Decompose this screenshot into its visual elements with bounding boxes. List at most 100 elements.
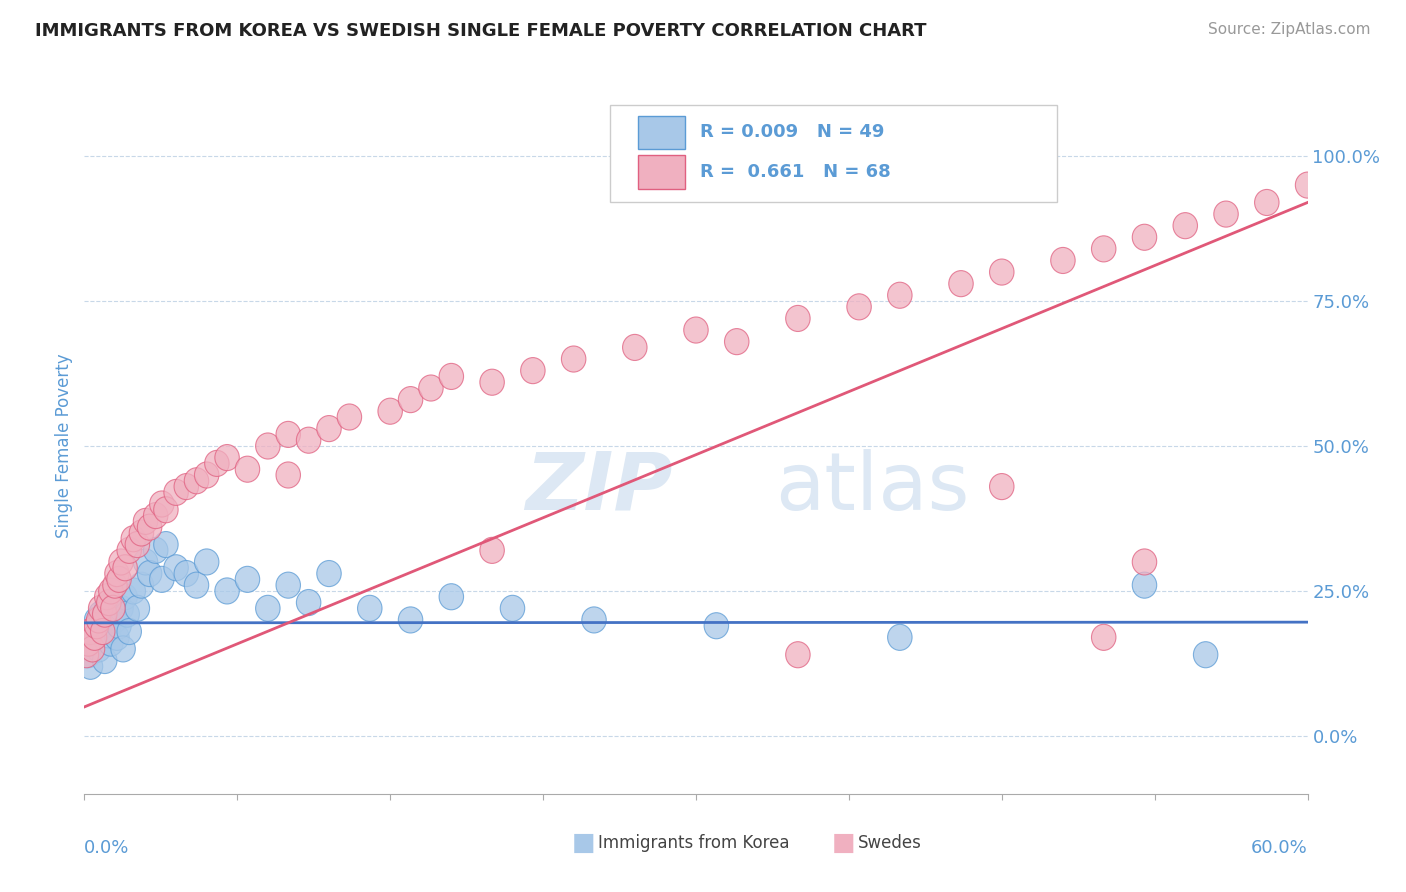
Text: atlas: atlas — [776, 449, 970, 527]
Ellipse shape — [1132, 224, 1157, 251]
Ellipse shape — [90, 613, 115, 639]
Ellipse shape — [112, 583, 138, 610]
Ellipse shape — [153, 497, 179, 523]
Ellipse shape — [1132, 549, 1157, 575]
Ellipse shape — [165, 479, 188, 506]
Ellipse shape — [786, 641, 810, 668]
FancyBboxPatch shape — [638, 116, 685, 149]
Ellipse shape — [378, 398, 402, 425]
Ellipse shape — [143, 537, 167, 564]
Ellipse shape — [75, 624, 98, 650]
Ellipse shape — [724, 328, 749, 355]
Ellipse shape — [79, 618, 103, 645]
Ellipse shape — [1295, 172, 1320, 198]
Ellipse shape — [439, 363, 464, 390]
Ellipse shape — [80, 636, 105, 662]
Ellipse shape — [83, 618, 107, 645]
Ellipse shape — [121, 578, 146, 604]
Ellipse shape — [107, 613, 131, 639]
Ellipse shape — [949, 270, 973, 297]
Ellipse shape — [235, 456, 260, 483]
Ellipse shape — [398, 386, 423, 413]
Ellipse shape — [107, 566, 131, 592]
Ellipse shape — [520, 358, 546, 384]
Ellipse shape — [84, 613, 108, 639]
Ellipse shape — [887, 624, 912, 650]
Ellipse shape — [138, 560, 162, 587]
Ellipse shape — [76, 641, 101, 668]
Ellipse shape — [479, 537, 505, 564]
Text: 60.0%: 60.0% — [1251, 839, 1308, 857]
Ellipse shape — [101, 590, 125, 615]
Ellipse shape — [129, 520, 153, 546]
Ellipse shape — [887, 282, 912, 309]
Ellipse shape — [704, 613, 728, 639]
Ellipse shape — [205, 450, 229, 476]
Ellipse shape — [215, 444, 239, 471]
Ellipse shape — [103, 572, 127, 599]
Ellipse shape — [76, 630, 101, 657]
Ellipse shape — [215, 578, 239, 604]
Ellipse shape — [79, 653, 103, 680]
Ellipse shape — [89, 595, 112, 622]
Ellipse shape — [129, 572, 153, 599]
Ellipse shape — [276, 572, 301, 599]
Ellipse shape — [623, 334, 647, 360]
Ellipse shape — [83, 624, 107, 650]
Ellipse shape — [174, 560, 198, 587]
Text: R =  0.661   N = 68: R = 0.661 N = 68 — [700, 163, 890, 181]
Ellipse shape — [125, 532, 149, 558]
Ellipse shape — [93, 601, 117, 627]
Text: ZIP: ZIP — [524, 449, 672, 527]
Ellipse shape — [134, 549, 157, 575]
Text: ■: ■ — [832, 831, 855, 855]
Ellipse shape — [316, 416, 342, 442]
Ellipse shape — [98, 578, 124, 604]
Ellipse shape — [153, 532, 179, 558]
Ellipse shape — [194, 462, 219, 488]
Ellipse shape — [1194, 641, 1218, 668]
Ellipse shape — [108, 549, 134, 575]
Ellipse shape — [117, 537, 142, 564]
Ellipse shape — [165, 555, 188, 581]
Text: R = 0.009   N = 49: R = 0.009 N = 49 — [700, 123, 884, 141]
Ellipse shape — [256, 433, 280, 459]
Ellipse shape — [86, 607, 111, 633]
Ellipse shape — [97, 618, 121, 645]
Ellipse shape — [174, 474, 198, 500]
Ellipse shape — [1050, 247, 1076, 274]
Ellipse shape — [1091, 235, 1116, 262]
Ellipse shape — [582, 607, 606, 633]
Ellipse shape — [316, 560, 342, 587]
Ellipse shape — [149, 491, 174, 517]
Text: ■: ■ — [572, 831, 595, 855]
Ellipse shape — [105, 560, 129, 587]
FancyBboxPatch shape — [610, 105, 1057, 202]
Ellipse shape — [143, 502, 167, 529]
Ellipse shape — [194, 549, 219, 575]
Ellipse shape — [103, 607, 127, 633]
Ellipse shape — [111, 636, 135, 662]
Ellipse shape — [117, 618, 142, 645]
Ellipse shape — [121, 525, 146, 552]
Ellipse shape — [357, 595, 382, 622]
Ellipse shape — [101, 595, 125, 622]
Ellipse shape — [479, 369, 505, 395]
Ellipse shape — [256, 595, 280, 622]
Ellipse shape — [75, 641, 98, 668]
Ellipse shape — [149, 566, 174, 592]
Ellipse shape — [235, 566, 260, 592]
Ellipse shape — [439, 583, 464, 610]
Ellipse shape — [990, 259, 1014, 285]
Ellipse shape — [276, 421, 301, 448]
Ellipse shape — [297, 427, 321, 453]
Ellipse shape — [297, 590, 321, 615]
Y-axis label: Single Female Poverty: Single Female Poverty — [55, 354, 73, 538]
Ellipse shape — [112, 555, 138, 581]
Ellipse shape — [1132, 572, 1157, 599]
Ellipse shape — [1254, 189, 1279, 216]
Ellipse shape — [184, 572, 208, 599]
Ellipse shape — [276, 462, 301, 488]
Ellipse shape — [90, 618, 115, 645]
Text: Swedes: Swedes — [858, 834, 921, 852]
